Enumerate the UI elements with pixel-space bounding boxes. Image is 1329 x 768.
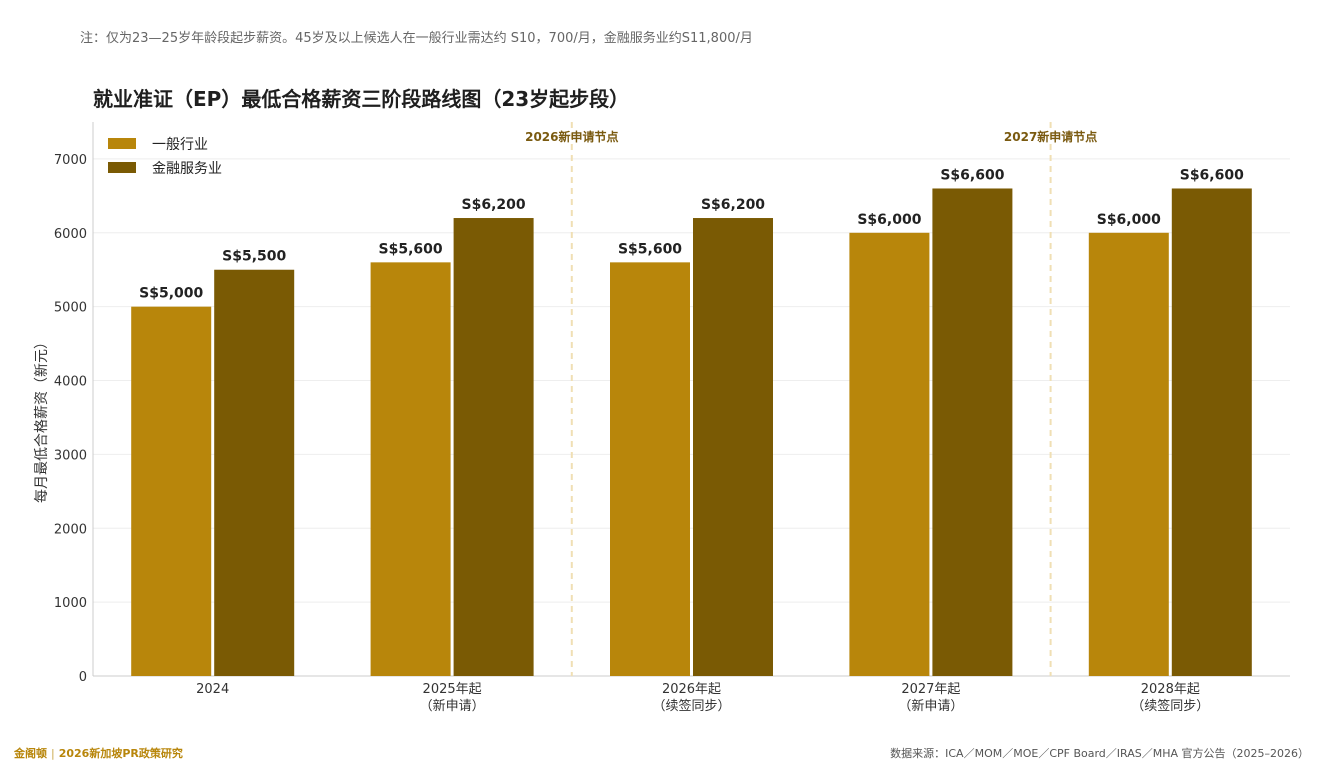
- footer-separator: |: [51, 747, 55, 760]
- bar-chart: 0 1000 2000 3000 4000 5000 6000 7000 2026新申请节点 20…: [34, 122, 1290, 714]
- x-tick-label: 2026年起: [662, 682, 721, 697]
- y-tick-label: 6000: [54, 227, 87, 242]
- legend-swatch: [108, 138, 136, 149]
- chart-note: 注：仅为23—25岁年龄段起步薪资。45岁及以上候选人在一般行业需达约 S10，…: [80, 31, 753, 46]
- x-tick-label: 2028年起: [1141, 682, 1200, 697]
- legend-swatch: [108, 162, 136, 173]
- bar-value-label: S$5,600: [618, 241, 682, 257]
- bar-finance: [214, 269, 295, 676]
- x-tick-label: 2024: [196, 682, 229, 697]
- chart-area: 0 1000 2000 3000 4000 5000 6000 7000 2026新申请节点 20…: [0, 110, 1329, 720]
- bar-value-label: S$6,000: [1097, 212, 1161, 228]
- legend-label: 金融服务业: [152, 161, 222, 177]
- x-tick-label: （续签同步）: [1131, 698, 1209, 714]
- y-tick-label: 3000: [54, 448, 87, 463]
- y-tick-label: 0: [79, 670, 87, 685]
- bar-general: [610, 262, 690, 676]
- footer-brand: 金阁顿 | 2026新加坡PR政策研究: [14, 745, 183, 761]
- brand-name: 金阁顿: [14, 747, 47, 760]
- node-marker-label: 2026新申请节点: [525, 129, 618, 144]
- bar-finance: [1171, 188, 1252, 677]
- bar-value-label: S$5,600: [379, 241, 443, 257]
- y-tick-label: 1000: [54, 596, 87, 611]
- bar-value-label: S$6,600: [940, 167, 1004, 183]
- node-marker-label: 2027新申请节点: [1004, 129, 1097, 144]
- bar-value-label: S$5,000: [139, 286, 203, 302]
- x-tick-label: 2025年起: [423, 682, 482, 697]
- chart-title: 就业准证（EP）最低合格薪资三阶段路线图（23岁起步段）: [93, 87, 630, 111]
- x-tick-label: （续签同步）: [652, 698, 730, 714]
- y-tick-label: 5000: [54, 301, 87, 316]
- y-tick-label: 4000: [54, 375, 87, 390]
- y-tick-label: 7000: [54, 153, 87, 168]
- bar-finance: [693, 218, 773, 676]
- data-source: 数据来源：ICA／MOM／MOE／CPF Board／IRAS／MHA 官方公告…: [890, 747, 1309, 760]
- bar-value-label: S$5,500: [222, 249, 286, 265]
- bar-finance: [453, 218, 534, 676]
- series-name: 2026新加坡PR政策研究: [58, 747, 183, 760]
- bar-value-label: S$6,000: [857, 212, 921, 228]
- y-axis-label: 每月最低合格薪资（新元）: [34, 335, 50, 503]
- legend-label: 一般行业: [152, 137, 208, 153]
- x-tick-label: 2027年起: [901, 682, 960, 697]
- bar-general: [1088, 232, 1169, 677]
- bar-finance: [932, 188, 1013, 677]
- bar-value-label: S$6,600: [1180, 167, 1244, 183]
- bar-general: [131, 306, 212, 676]
- bar-value-label: S$6,200: [701, 197, 765, 213]
- x-tick-label: （新申请）: [898, 698, 963, 714]
- bar-general: [370, 262, 451, 676]
- y-tick-label: 2000: [54, 522, 87, 537]
- x-tick-label: （新申请）: [420, 698, 485, 714]
- bar-value-label: S$6,200: [462, 197, 526, 213]
- bar-general: [849, 232, 930, 677]
